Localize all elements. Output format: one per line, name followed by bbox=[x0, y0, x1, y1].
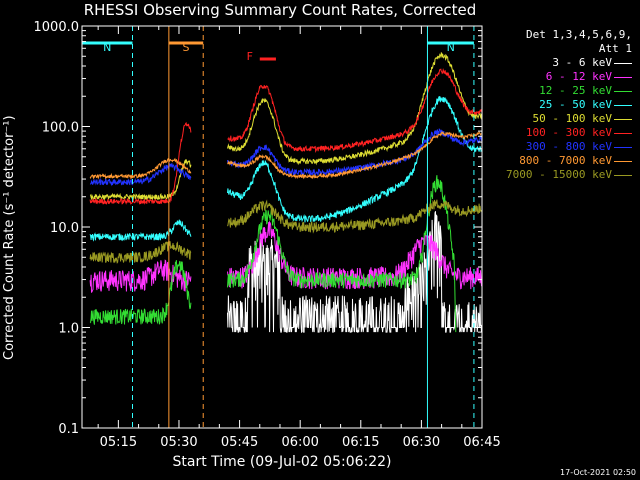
legend-swatch bbox=[614, 119, 632, 120]
legend-swatch bbox=[614, 105, 632, 106]
series-line-0 bbox=[227, 211, 482, 334]
series-line-7 bbox=[227, 131, 482, 180]
legend-label: 100 - 300 keV bbox=[525, 126, 612, 139]
legend-header-1: Det 1,3,4,5,6,9, bbox=[526, 28, 632, 41]
y-tick-label: 1000.0 bbox=[34, 20, 80, 35]
x-axis-label: Start Time (09-Jul-02 05:06:22) bbox=[172, 454, 392, 470]
legend-item: 6 - 12 keV bbox=[482, 70, 638, 84]
annotation-label-F: F bbox=[247, 50, 253, 63]
chart-title: RHESSI Observing Summary Count Rates, Co… bbox=[83, 1, 477, 19]
annotation-label-N: N bbox=[103, 41, 111, 54]
x-tick-label: 05:15 bbox=[100, 435, 137, 450]
x-tick-label: 06:30 bbox=[403, 435, 440, 450]
legend-label: 25 - 50 keV bbox=[539, 98, 612, 111]
x-tick-label: 06:15 bbox=[342, 435, 379, 450]
series-line-7 bbox=[89, 157, 192, 180]
legend-header-2: Att 1 bbox=[598, 42, 632, 55]
legend-swatch bbox=[614, 91, 632, 92]
legend-label: 3 - 6 keV bbox=[552, 56, 612, 69]
y-tick-label: 10.0 bbox=[50, 221, 79, 236]
x-tick-label: 06:45 bbox=[463, 435, 500, 450]
annotation-label-N: N bbox=[447, 41, 455, 54]
legend-swatch bbox=[614, 63, 632, 64]
annotation-label-S: S bbox=[183, 41, 190, 54]
legend-swatch bbox=[614, 77, 632, 78]
y-tick-label: 0.1 bbox=[58, 422, 79, 437]
x-tick-label: 05:45 bbox=[221, 435, 258, 450]
axes-layer: 0.1 1.0 10.0 100.0 1000.0 05:15 05:30 05:45 06:0… bbox=[34, 20, 501, 450]
series-line-6 bbox=[89, 162, 192, 187]
x-tick-label: 05:30 bbox=[160, 435, 197, 450]
legend-swatch bbox=[614, 161, 632, 162]
legend-item: 300 - 800 keV bbox=[482, 140, 638, 154]
series-line-3 bbox=[89, 219, 192, 242]
legend-label: 50 - 100 keV bbox=[532, 112, 612, 125]
series-line-1 bbox=[227, 220, 482, 290]
series-line-5 bbox=[227, 68, 482, 154]
legend-label: 300 - 800 keV bbox=[525, 140, 612, 153]
legend-item: 50 - 100 keV bbox=[482, 112, 638, 126]
legend-item: 12 - 25 keV bbox=[482, 84, 638, 98]
y-tick-label: 100.0 bbox=[42, 121, 79, 136]
generation-timestamp: 17-Oct-2021 02:50 bbox=[560, 468, 636, 477]
legend-item: 7000 - 15000 keV bbox=[482, 168, 638, 182]
series-line-8 bbox=[89, 241, 192, 264]
plot-frame bbox=[81, 25, 483, 429]
series-line-2 bbox=[227, 175, 457, 333]
legend-swatch bbox=[614, 133, 632, 134]
series-line-4 bbox=[227, 51, 482, 166]
legend-item: 25 - 50 keV bbox=[482, 98, 638, 112]
series-line-4 bbox=[89, 159, 192, 201]
legend-item: 3 - 6 keV bbox=[482, 56, 638, 70]
series-line-6 bbox=[227, 128, 482, 177]
legend-label: 6 - 12 keV bbox=[545, 70, 612, 83]
legend-label: 7000 - 15000 keV bbox=[506, 168, 612, 181]
legend-swatch bbox=[614, 147, 632, 148]
legend: Det 1,3,4,5,6,9, Att 1 3 - 6 keV 6 - 12 k… bbox=[482, 28, 638, 182]
series-line-3 bbox=[227, 95, 482, 223]
series-line-8 bbox=[227, 199, 482, 234]
legend-item: 100 - 300 keV bbox=[482, 126, 638, 140]
legend-swatch bbox=[614, 175, 632, 176]
y-tick-label: 1.0 bbox=[58, 322, 79, 337]
legend-label: 12 - 25 keV bbox=[539, 84, 612, 97]
data-layer: N NSF bbox=[82, 26, 482, 428]
legend-label: 800 - 7000 keV bbox=[519, 154, 612, 167]
legend-item: 800 - 7000 keV bbox=[482, 154, 638, 168]
x-tick-label: 06:00 bbox=[281, 435, 318, 450]
series-line-2 bbox=[89, 260, 192, 325]
series-line-5 bbox=[89, 121, 192, 205]
